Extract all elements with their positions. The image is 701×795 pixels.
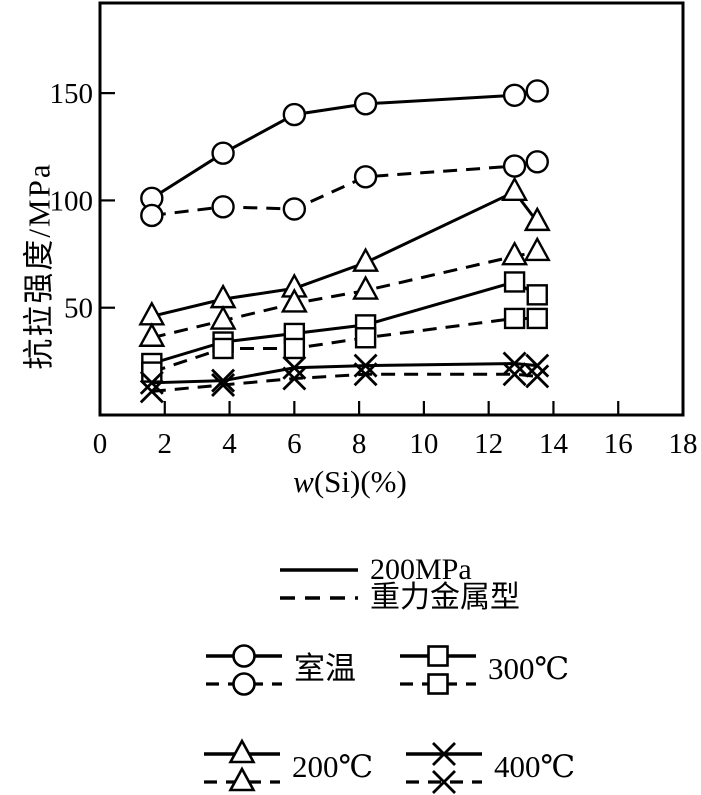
svg-text:6: 6 <box>287 428 302 460</box>
svg-text:100: 100 <box>50 185 94 217</box>
x-axis-ticks: 0 2 4 6 8 10 12 14 16 18 <box>93 401 698 460</box>
legend-linestyles: 200MPa 重力金属型 <box>278 553 520 614</box>
triangle-marker-icon <box>204 738 280 792</box>
legend-item-room-temp: 室温 <box>204 640 356 698</box>
x-marker-icon <box>406 742 482 794</box>
x-axis-title-variable: w <box>293 464 314 499</box>
chart-plot-area: 0 2 4 6 8 10 12 14 16 18 50 100 150 <box>50 1 698 460</box>
series-markers <box>138 79 551 404</box>
y-axis-title: 抗拉强度/MPa <box>14 94 57 439</box>
legend-item-solid-line: 200MPa <box>278 553 520 586</box>
solid-line-symbol <box>280 568 358 572</box>
svg-text:4: 4 <box>222 428 237 460</box>
legend-item-dashed-line: 重力金属型 <box>278 581 520 614</box>
legend-item-300c: 300℃ <box>398 640 569 698</box>
svg-text:12: 12 <box>474 428 503 460</box>
square-marker-icon <box>400 645 476 695</box>
legend-item-400c: 400℃ <box>404 738 575 795</box>
x-axis-title-units: (Si)(%) <box>313 464 407 499</box>
svg-text:16: 16 <box>604 428 633 460</box>
y-axis-title-text: 抗拉强度/MPa <box>21 162 57 370</box>
svg-text:50: 50 <box>64 293 93 325</box>
dashed-line-symbol <box>280 596 358 600</box>
series-lines <box>151 89 539 393</box>
legend-label-300c: 300℃ <box>488 651 570 686</box>
legend-label-400c: 400℃ <box>494 749 576 784</box>
x-axis-title: w(Si)(%) <box>230 464 470 504</box>
legend-item-200c: 200℃ <box>202 738 373 795</box>
svg-text:2: 2 <box>158 428 173 460</box>
svg-text:8: 8 <box>352 428 367 460</box>
svg-text:10: 10 <box>409 428 438 460</box>
svg-text:0: 0 <box>93 428 108 460</box>
legend-label-solid: 200MPa <box>370 553 472 586</box>
legend-label-200c: 200℃ <box>292 749 374 784</box>
legend-label-room-temp: 室温 <box>294 651 356 686</box>
svg-text:18: 18 <box>669 428 698 460</box>
svg-text:150: 150 <box>50 78 94 110</box>
circle-marker-icon <box>206 644 282 696</box>
y-axis-ticks: 50 100 150 <box>50 78 115 325</box>
legend-label-dashed: 重力金属型 <box>370 581 520 614</box>
svg-text:14: 14 <box>539 428 569 460</box>
